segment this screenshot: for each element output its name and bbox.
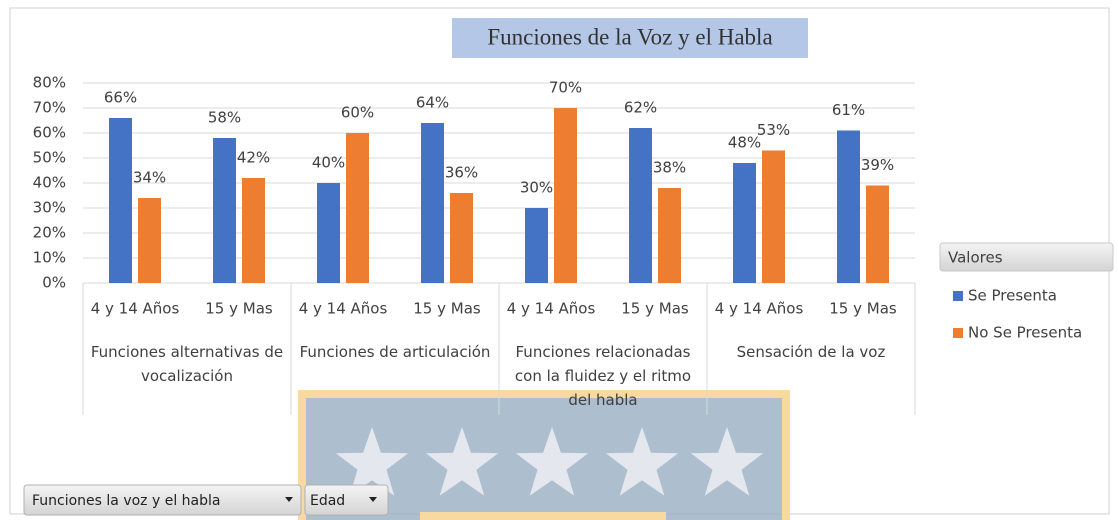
value-label: 62% bbox=[624, 99, 657, 117]
x-tick-label: 4 y 14 Años bbox=[507, 300, 596, 318]
filter-label: Edad bbox=[310, 493, 345, 509]
title-box bbox=[452, 18, 808, 58]
bar bbox=[450, 193, 473, 283]
x-tick-label: 4 y 14 Años bbox=[299, 300, 388, 318]
bar bbox=[837, 130, 860, 283]
y-tick-label: 30% bbox=[33, 199, 66, 217]
y-tick-label: 0% bbox=[42, 274, 66, 292]
value-label: 48% bbox=[728, 134, 761, 152]
y-tick-label: 60% bbox=[33, 124, 66, 142]
chart-title: Funciones de la Voz y el Habla bbox=[487, 24, 772, 49]
bar bbox=[554, 108, 577, 283]
legend-label: Se Presenta bbox=[968, 287, 1057, 305]
group-label: Funciones relacionadas con la fluidez y … bbox=[514, 343, 692, 409]
x-tick-label: 4 y 14 Años bbox=[715, 300, 804, 318]
y-tick-label: 70% bbox=[33, 99, 66, 117]
bar bbox=[733, 163, 756, 283]
value-label: 60% bbox=[341, 104, 374, 122]
legend-swatch bbox=[953, 291, 963, 301]
star bbox=[605, 427, 679, 496]
star bbox=[335, 427, 409, 496]
bar bbox=[138, 198, 161, 283]
filter-label: Funciones la voz y el habla bbox=[32, 493, 220, 509]
y-tick-label: 80% bbox=[33, 74, 66, 92]
filter-button[interactable] bbox=[304, 484, 389, 516]
y-tick-label: 50% bbox=[33, 149, 66, 167]
star bbox=[690, 427, 764, 496]
dropdown-arrow bbox=[285, 497, 293, 502]
value-label: 70% bbox=[549, 79, 582, 97]
value-label: 53% bbox=[757, 121, 790, 139]
group-label: Funciones de articulación bbox=[299, 343, 491, 361]
dropdown-arrow bbox=[369, 497, 377, 502]
y-tick-label: 20% bbox=[33, 224, 66, 242]
y-tick-label: 10% bbox=[33, 249, 66, 267]
y-tick-label: 40% bbox=[33, 174, 66, 192]
value-label: 39% bbox=[861, 156, 894, 174]
x-tick-label: 15 y Mas bbox=[829, 300, 897, 318]
bar bbox=[525, 208, 548, 283]
x-tick-label: 15 y Mas bbox=[205, 300, 273, 318]
bar bbox=[421, 123, 444, 283]
bar bbox=[317, 183, 340, 283]
bar bbox=[866, 185, 889, 283]
group-label: Funciones alternativas de vocalización bbox=[90, 343, 284, 385]
value-label: 61% bbox=[832, 101, 865, 119]
value-label: 64% bbox=[416, 94, 449, 112]
legend-title: Valores bbox=[948, 249, 1003, 267]
bar bbox=[242, 178, 265, 283]
star bbox=[515, 427, 589, 496]
group-label: Sensación de la voz bbox=[736, 343, 886, 361]
filter-button[interactable] bbox=[23, 484, 302, 516]
bar bbox=[346, 133, 369, 283]
x-tick-label: 15 y Mas bbox=[413, 300, 481, 318]
bar bbox=[109, 118, 132, 283]
legend-title-box bbox=[939, 242, 1114, 272]
value-label: 42% bbox=[237, 149, 270, 167]
value-label: 38% bbox=[653, 159, 686, 177]
value-label: 30% bbox=[520, 179, 553, 197]
bar bbox=[658, 188, 681, 283]
value-label: 40% bbox=[312, 154, 345, 172]
bar bbox=[213, 138, 236, 283]
legend-label: No Se Presenta bbox=[968, 324, 1082, 342]
star bbox=[425, 427, 499, 496]
value-label: 58% bbox=[208, 109, 241, 127]
x-tick-label: 15 y Mas bbox=[621, 300, 689, 318]
value-label: 34% bbox=[133, 169, 166, 187]
legend-swatch bbox=[953, 328, 963, 338]
value-label: 36% bbox=[445, 164, 478, 182]
x-tick-label: 4 y 14 Años bbox=[91, 300, 180, 318]
value-label: 66% bbox=[104, 89, 137, 107]
bar bbox=[629, 128, 652, 283]
bar bbox=[762, 150, 785, 283]
